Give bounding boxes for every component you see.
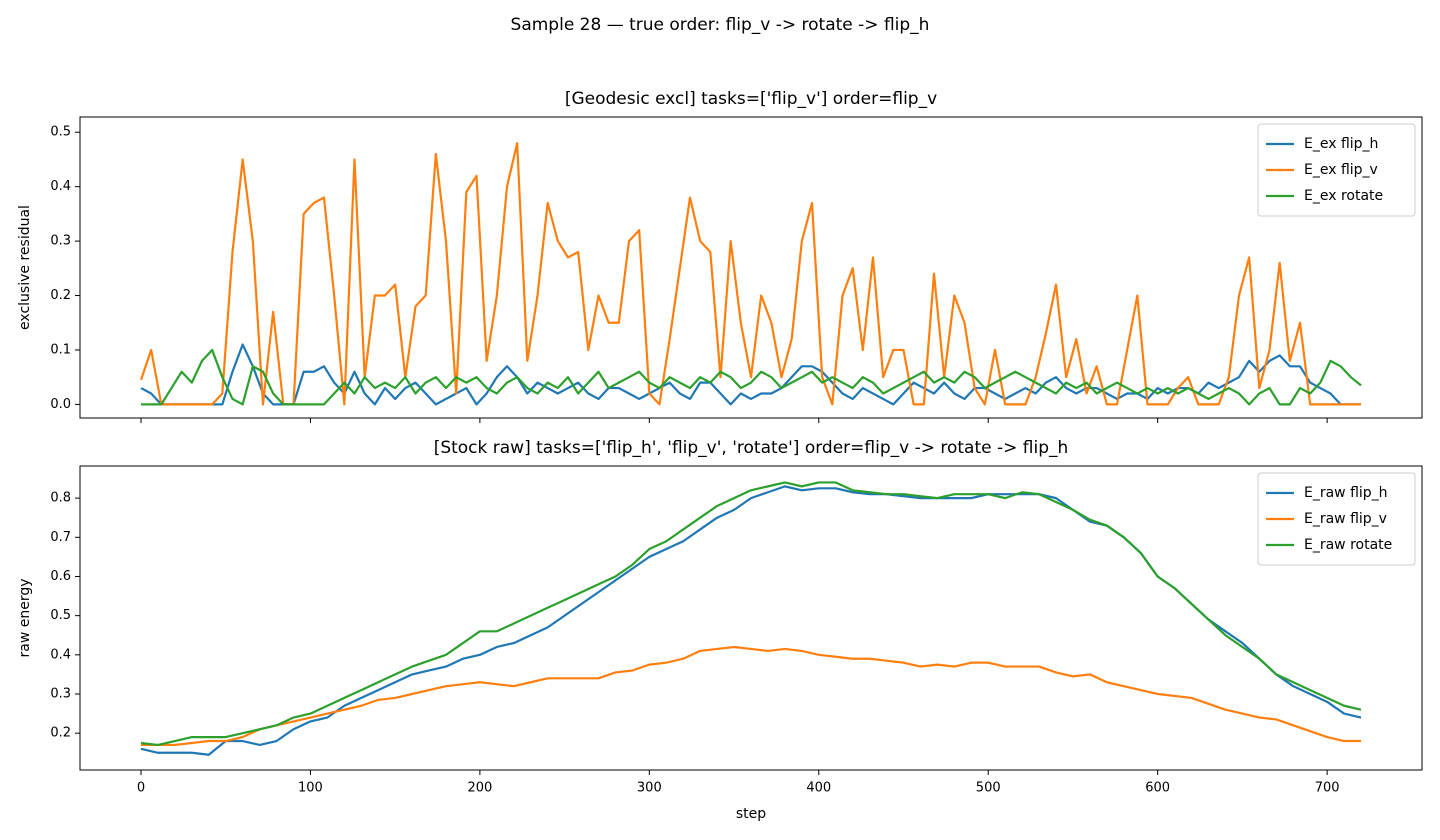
- plot-frame: [79, 465, 1423, 771]
- y-tick-label: 0.0: [50, 397, 71, 412]
- legend-box: [1257, 472, 1416, 566]
- x-tick-label: 700: [1315, 781, 1340, 796]
- x-tick-label: 400: [806, 781, 831, 796]
- series-line: [141, 348, 1362, 406]
- y-tick-label: 0.5: [50, 125, 71, 140]
- y-tick-label: 0.2: [50, 288, 71, 303]
- figure-title: Sample 28 — true order: flip_v -> rotate…: [511, 15, 930, 35]
- legend-label: E_ex flip_h: [1304, 136, 1378, 152]
- legend-label: E_raw flip_h: [1304, 485, 1388, 501]
- y-axis-label: exclusive residual: [17, 205, 33, 330]
- x-tick-label: 300: [637, 781, 662, 796]
- legend-label: E_ex rotate: [1304, 188, 1383, 204]
- y-tick-label: 0.5: [50, 608, 71, 623]
- y-tick-label: 0.8: [50, 491, 71, 506]
- x-tick-label: 200: [467, 781, 492, 796]
- legend-label: E_raw flip_v: [1304, 511, 1387, 527]
- legend-box: [1257, 123, 1416, 217]
- y-tick-label: 0.3: [50, 687, 71, 702]
- series-line: [140, 481, 1362, 747]
- subplot-title: [Geodesic excl] tasks=['flip_v'] order=f…: [565, 89, 937, 109]
- y-tick-label: 0.6: [50, 569, 71, 584]
- x-tick-label: 0: [137, 781, 145, 796]
- series-line: [141, 645, 1361, 747]
- legend-label: E_raw rotate: [1304, 537, 1392, 553]
- y-tick-label: 0.2: [50, 726, 71, 741]
- subplot-title: [Stock raw] tasks=['flip_h', 'flip_v', '…: [434, 438, 1069, 458]
- x-tick-label: 500: [976, 781, 1001, 796]
- y-tick-label: 0.7: [50, 530, 71, 545]
- series-line: [139, 142, 1361, 406]
- x-tick-label: 600: [1145, 781, 1170, 796]
- legend-label: E_ex flip_v: [1304, 162, 1378, 178]
- x-axis-label: step: [736, 806, 766, 822]
- y-tick-label: 0.1: [50, 342, 71, 357]
- y-tick-label: 0.4: [50, 179, 71, 194]
- x-tick-label: 100: [298, 781, 323, 796]
- y-axis-label: raw energy: [17, 578, 33, 657]
- plot-frame: [79, 116, 1423, 419]
- y-tick-label: 0.4: [50, 647, 71, 662]
- y-tick-label: 0.3: [50, 234, 71, 249]
